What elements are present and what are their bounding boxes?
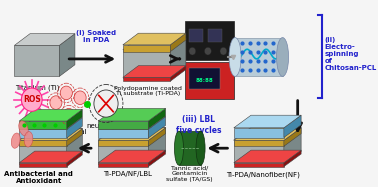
Polygon shape (67, 129, 82, 146)
Polygon shape (284, 150, 301, 167)
Circle shape (63, 108, 75, 122)
Polygon shape (14, 34, 75, 45)
Polygon shape (19, 128, 82, 140)
Polygon shape (123, 50, 170, 78)
Text: Ti-PDA/Nanofiber(NF): Ti-PDA/Nanofiber(NF) (226, 171, 300, 177)
Polygon shape (234, 127, 301, 140)
Ellipse shape (11, 133, 20, 148)
Polygon shape (123, 45, 170, 52)
Polygon shape (98, 128, 166, 140)
Polygon shape (14, 45, 59, 76)
Text: neutralized: neutralized (86, 123, 126, 129)
FancyBboxPatch shape (179, 131, 201, 165)
Text: Ti-PDA/NF/LBL: Ti-PDA/NF/LBL (103, 171, 152, 177)
Polygon shape (234, 128, 284, 137)
Polygon shape (148, 127, 166, 164)
Polygon shape (19, 163, 67, 167)
Ellipse shape (277, 38, 289, 76)
FancyBboxPatch shape (208, 29, 222, 42)
Circle shape (60, 86, 72, 100)
Polygon shape (234, 140, 284, 164)
Polygon shape (67, 118, 82, 138)
Polygon shape (234, 150, 301, 163)
Polygon shape (284, 115, 301, 137)
FancyBboxPatch shape (235, 38, 283, 76)
FancyBboxPatch shape (189, 68, 220, 88)
Polygon shape (170, 33, 186, 52)
Polygon shape (19, 129, 67, 138)
Polygon shape (67, 109, 82, 129)
Polygon shape (19, 118, 82, 129)
Ellipse shape (19, 121, 28, 136)
Polygon shape (148, 108, 166, 129)
Ellipse shape (196, 131, 205, 165)
Polygon shape (98, 127, 166, 140)
Polygon shape (234, 115, 301, 128)
Polygon shape (19, 129, 82, 140)
Circle shape (204, 47, 211, 55)
Polygon shape (19, 140, 67, 164)
Polygon shape (98, 117, 166, 129)
Text: ROS: ROS (23, 95, 40, 104)
Text: Titanium (Ti): Titanium (Ti) (15, 84, 59, 91)
Polygon shape (98, 140, 148, 146)
Polygon shape (59, 34, 75, 76)
Polygon shape (98, 150, 166, 163)
Circle shape (74, 91, 86, 105)
Text: Antibacterial and
Antioxidant: Antibacterial and Antioxidant (4, 171, 73, 184)
Polygon shape (123, 33, 186, 45)
Polygon shape (19, 121, 67, 129)
Polygon shape (19, 140, 67, 146)
Text: Polydopamine coated
Ti substrate (Ti-PDA): Polydopamine coated Ti substrate (Ti-PDA… (115, 86, 182, 96)
Polygon shape (148, 117, 166, 138)
Polygon shape (67, 128, 82, 164)
Polygon shape (67, 151, 82, 167)
Polygon shape (19, 151, 82, 163)
Polygon shape (98, 163, 148, 167)
Polygon shape (234, 140, 284, 146)
Polygon shape (284, 127, 301, 164)
Polygon shape (98, 108, 166, 121)
Circle shape (50, 96, 62, 109)
Ellipse shape (174, 131, 183, 165)
Text: Tannic acid/
Gentamicin
sulfate (TA/GS): Tannic acid/ Gentamicin sulfate (TA/GS) (166, 166, 213, 182)
Polygon shape (234, 128, 301, 140)
FancyBboxPatch shape (189, 29, 203, 42)
FancyBboxPatch shape (184, 21, 234, 60)
Polygon shape (98, 129, 148, 138)
Ellipse shape (24, 132, 33, 147)
Text: Free radical: Free radical (46, 129, 87, 135)
Polygon shape (148, 150, 166, 167)
Polygon shape (98, 140, 148, 164)
Polygon shape (170, 38, 186, 78)
Text: 88:88: 88:88 (195, 78, 213, 83)
Text: (i) Soaked
in PDA: (i) Soaked in PDA (76, 30, 116, 43)
Polygon shape (123, 38, 186, 50)
Polygon shape (234, 163, 284, 167)
Circle shape (189, 47, 196, 55)
Text: (iii) LBL
five cycles: (iii) LBL five cycles (176, 115, 221, 135)
Polygon shape (284, 128, 301, 146)
Polygon shape (148, 128, 166, 146)
Polygon shape (170, 66, 186, 81)
Ellipse shape (229, 38, 241, 76)
FancyBboxPatch shape (184, 62, 234, 99)
Polygon shape (98, 121, 148, 129)
Polygon shape (19, 109, 82, 121)
Polygon shape (123, 77, 170, 81)
Circle shape (220, 47, 227, 55)
Polygon shape (123, 66, 186, 77)
Text: (ii)
Electro-
spinning
of
Chitosan-PCL: (ii) Electro- spinning of Chitosan-PCL (324, 37, 377, 71)
Circle shape (22, 88, 42, 111)
Circle shape (94, 90, 118, 117)
